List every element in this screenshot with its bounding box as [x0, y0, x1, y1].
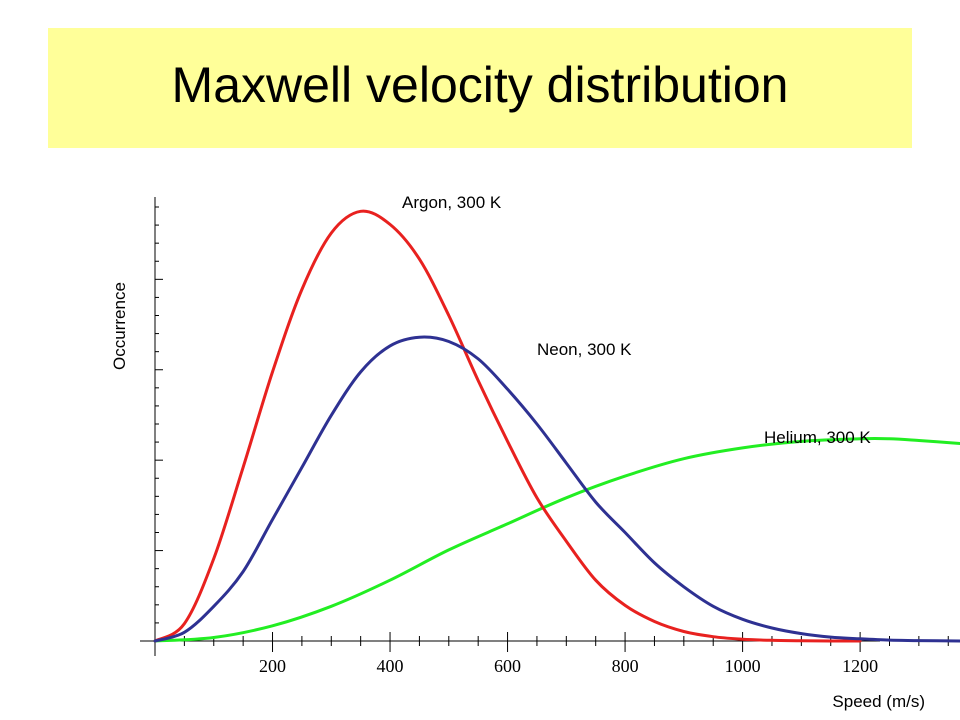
neon-label: Neon, 300 K: [537, 340, 632, 359]
y-axis-label: Occurrence: [110, 282, 129, 370]
x-tick-label: 600: [494, 656, 521, 676]
x-tick-label: 1000: [725, 656, 761, 676]
neon-curve: [153, 335, 960, 643]
argon-label: Argon, 300 K: [402, 193, 502, 212]
axes: 200 400 600 800 1000 1200: [140, 197, 949, 676]
helium-curve: [153, 437, 960, 643]
title-banner: Maxwell velocity distribution: [48, 28, 912, 148]
x-axis-label: Speed (m/s): [832, 692, 925, 711]
curves: [153, 209, 960, 643]
x-tick-label: 800: [612, 656, 639, 676]
x-tick-label: 200: [259, 656, 286, 676]
argon-curve: [153, 209, 862, 643]
x-tick-label: 400: [377, 656, 404, 676]
series-labels: Argon, 300 K Neon, 300 K Helium, 300 K: [402, 193, 871, 447]
x-tick-label: 1200: [842, 656, 878, 676]
helium-label: Helium, 300 K: [764, 428, 871, 447]
chart-title: Maxwell velocity distribution: [171, 57, 789, 113]
